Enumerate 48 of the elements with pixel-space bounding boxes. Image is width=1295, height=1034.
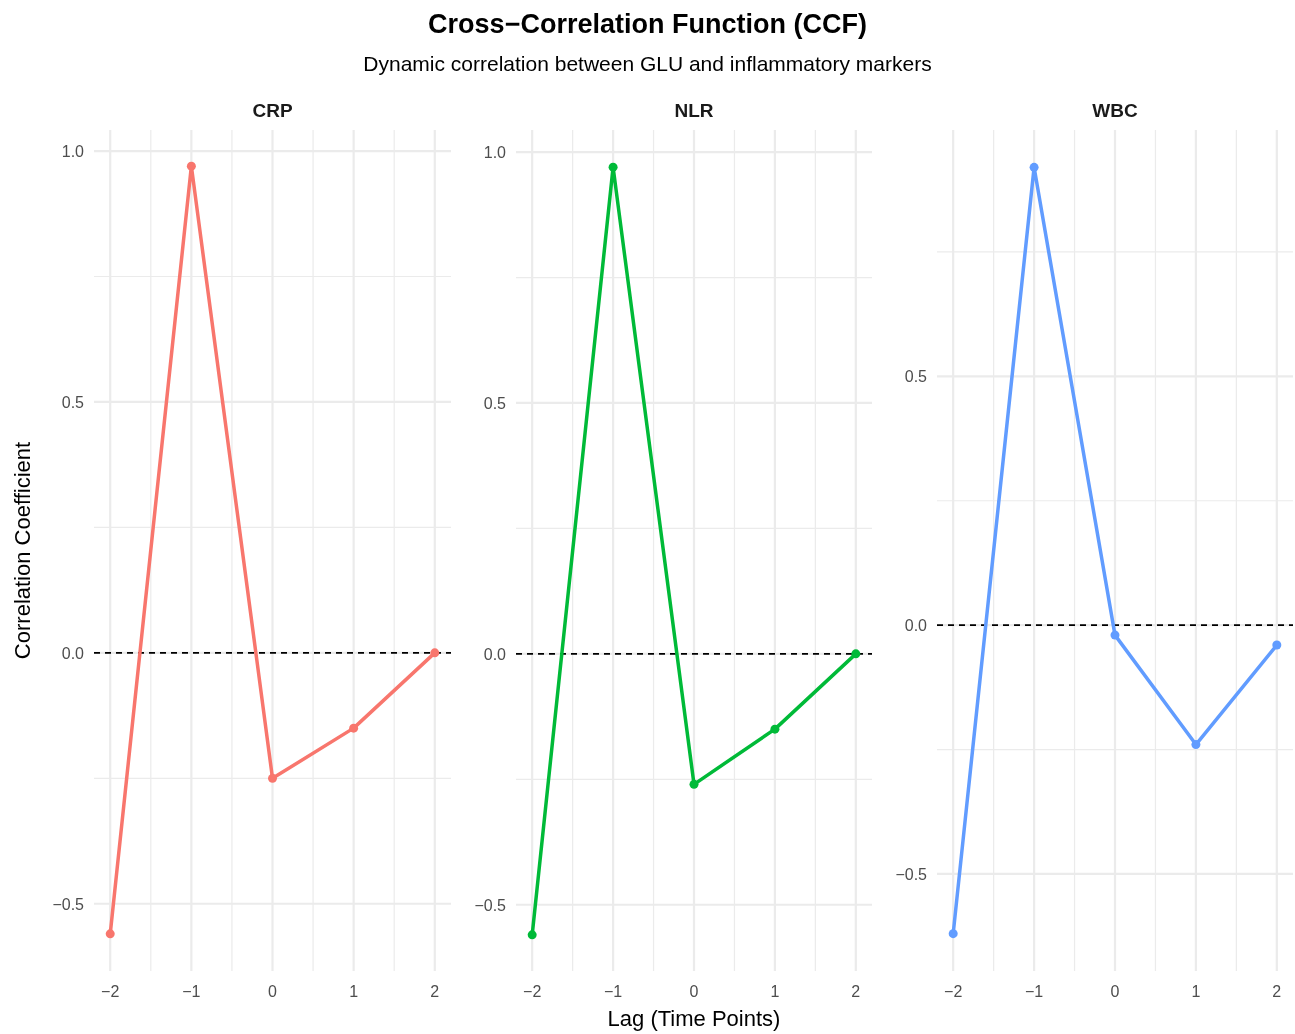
x-tick-label: −1 — [1024, 983, 1044, 1000]
y-tick-label: 0.0 — [904, 617, 928, 635]
y-tick-label: 0.5 — [483, 394, 507, 412]
text: Dynamic correlation between GLU and inflammatory markers — [363, 52, 932, 75]
x-tick-label: −2 — [523, 983, 542, 1000]
point — [608, 162, 618, 172]
x-tick-label: 0 — [268, 983, 278, 1000]
x-axis-title: Lag (Time Points) — [607, 1006, 781, 1031]
x-tick-label: 1 — [1191, 983, 1201, 1000]
x-tick-label: −1 — [182, 983, 201, 1000]
y-tick-label: 0.0 — [483, 645, 507, 663]
x-tick-label: 1 — [770, 983, 780, 1000]
text: Cross−Correlation Function (CCF) — [428, 9, 867, 39]
y-tick-label: 0.0 — [61, 644, 85, 662]
point — [527, 930, 537, 940]
point — [268, 773, 277, 783]
x-tick-label: 0 — [689, 983, 699, 1000]
point — [1272, 640, 1282, 650]
x-tick-label: 2 — [851, 983, 861, 1000]
point — [948, 929, 958, 939]
point — [186, 161, 196, 171]
y-tick-label: 1.0 — [483, 144, 507, 162]
chart-title: CRP — [252, 100, 293, 121]
x-tick-label: −2 — [944, 983, 963, 1000]
y-tick-label: 0.5 — [904, 368, 928, 386]
chart-title: WBC — [1092, 100, 1138, 121]
point — [770, 724, 780, 734]
y-axis-title: Correlation Coefficient — [10, 441, 35, 660]
x-tick-label: 2 — [430, 983, 440, 1000]
point — [105, 929, 115, 939]
x-tick-label: −1 — [603, 983, 623, 1000]
point — [349, 723, 359, 733]
y-tick-label: 0.5 — [61, 393, 85, 411]
point — [1110, 630, 1120, 640]
chart-title: NLR — [674, 100, 714, 121]
point — [1029, 162, 1039, 172]
y-tick-label: −0.5 — [895, 865, 928, 883]
x-tick-label: 2 — [1272, 983, 1282, 1000]
point — [1191, 740, 1201, 750]
y-tick-label: −0.5 — [474, 896, 507, 914]
x-tick-label: −2 — [101, 983, 120, 1000]
y-tick-label: −0.5 — [52, 895, 85, 913]
point — [851, 649, 861, 659]
y-tick-label: 1.0 — [61, 143, 85, 161]
x-tick-label: 1 — [349, 983, 359, 1000]
point — [430, 648, 440, 658]
point — [689, 779, 699, 789]
x-tick-label: 0 — [1110, 983, 1120, 1000]
